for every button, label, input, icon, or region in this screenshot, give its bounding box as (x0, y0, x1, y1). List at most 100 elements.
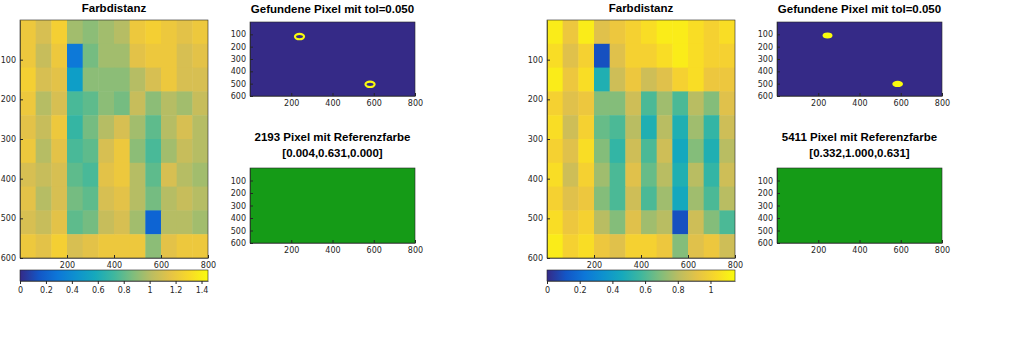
x-axis-line (778, 96, 943, 97)
heatmap-cell (594, 20, 610, 44)
x-axis-tick: 800 (935, 93, 950, 108)
heatmap-cell (594, 68, 610, 92)
y-axis-tick-label: 300 (1, 135, 16, 144)
y-axis-tick-label: 400 (231, 67, 246, 76)
heatmap-cell (161, 115, 177, 139)
heatmap-cell (83, 187, 99, 211)
heatmap-cell (177, 234, 193, 258)
heatmap-cell (145, 44, 161, 68)
heatmap-cell (130, 115, 146, 139)
y-axis: 100200300400500600 (528, 21, 550, 264)
colorbar-axis-tick-label: 0.2 (40, 286, 53, 295)
y-axis-tick: 300 (231, 55, 253, 64)
x-axis-tick-label: 400 (325, 246, 340, 255)
y-axis-tick-label: 300 (231, 55, 246, 64)
heatmap-cell (688, 44, 704, 68)
heatmap-cell (547, 44, 563, 68)
x-axis-tick-label: 800 (728, 261, 743, 270)
heatmap-cell (67, 163, 83, 187)
heatmap-cell (20, 210, 36, 234)
heatmap-cell (192, 139, 208, 163)
y-axis-tick-mark (20, 179, 23, 180)
y-axis-tick: 100 (758, 30, 780, 39)
heatmap-cell (641, 115, 657, 139)
heatmap-cell (67, 91, 83, 115)
heatmap-cell (130, 234, 146, 258)
colorbar-axis-tick-label: 0.6 (639, 286, 652, 295)
heatmap-cell (719, 187, 735, 211)
y-axis-tick-mark (20, 60, 23, 61)
x-axis-line (21, 258, 209, 259)
x-axis-tick: 200 (284, 240, 299, 255)
plot-area (547, 20, 735, 258)
colorbar-axis-line (21, 281, 209, 282)
y-axis-tick-label: 600 (528, 254, 543, 263)
colorbar-axis-tick: 0.4 (66, 281, 79, 295)
x-axis-tick-mark (333, 93, 334, 96)
heatmap-cell (547, 68, 563, 92)
x-axis-tick-label: 800 (935, 246, 950, 255)
heatmap-cell (83, 68, 99, 92)
heatmap-cell (51, 210, 67, 234)
y-axis-tick: 100 (528, 56, 550, 65)
heatmap-cell (719, 139, 735, 163)
colorbar-axis-tick-label: 0.8 (118, 286, 131, 295)
x-axis-tick-label: 800 (935, 99, 950, 108)
panel-title: Gefundene Pixel mit tol=0.050 (251, 3, 414, 15)
heatmap-cell (641, 91, 657, 115)
plot-area (250, 22, 415, 96)
y-axis-tick-label: 300 (231, 202, 246, 211)
colorbar-axis-tick-label: 0.4 (66, 286, 79, 295)
y-axis-tick-mark (777, 34, 780, 35)
y-axis-tick-mark (777, 47, 780, 48)
y-axis-tick-mark (547, 179, 550, 180)
heatmap-cell (547, 20, 563, 44)
heatmap-cell (657, 139, 673, 163)
y-axis-tick-mark (777, 96, 780, 97)
colorbar-axis-tick-label: 0.4 (607, 286, 620, 295)
y-axis-tick-label: 400 (758, 67, 773, 76)
heatmap-cell (625, 91, 641, 115)
heatmap-cell (610, 44, 626, 68)
x-axis-tick-label: 200 (284, 246, 299, 255)
heatmap-cell (83, 163, 99, 187)
y-axis-tick-mark (20, 218, 23, 219)
heatmap-cell (657, 115, 673, 139)
x-axis: 200400600800 (548, 255, 744, 270)
x-axis-tick: 200 (587, 255, 602, 270)
heatmap-cell (192, 115, 208, 139)
y-axis-tick-label: 400 (1, 175, 16, 184)
heatmap-cell (98, 91, 114, 115)
heatmap-cell (657, 187, 673, 211)
heatmap-cell (704, 44, 720, 68)
panel-title: Farbdistanz (609, 2, 674, 14)
heatmap-cell (67, 234, 83, 258)
heatmap-cell (578, 115, 594, 139)
x-axis-tick: 600 (367, 93, 382, 108)
x-axis-tick-mark (818, 240, 819, 243)
heatmap-cell (625, 139, 641, 163)
heatmap-cell (130, 139, 146, 163)
y-axis-tick-label: 200 (528, 95, 543, 104)
y-axis-tick: 500 (528, 214, 550, 223)
heatmap-cell (594, 210, 610, 234)
heatmap-cell (67, 68, 83, 92)
colorbar-axis-tick-mark (710, 281, 711, 284)
heatmap-cell (83, 44, 99, 68)
heatmap-cell (145, 187, 161, 211)
heatmap-cell (20, 187, 36, 211)
heatmap-cell (719, 234, 735, 258)
y-axis-tick: 100 (231, 30, 253, 39)
y-axis: 100200300400500600 (231, 23, 253, 102)
y-axis-tick-label: 500 (231, 80, 246, 89)
heatmap-cell (161, 44, 177, 68)
heatmap-cell (192, 68, 208, 92)
x-axis-tick-mark (291, 240, 292, 243)
y-axis-tick: 300 (231, 202, 253, 211)
heatmap-cell (625, 210, 641, 234)
heatmap-cell (594, 115, 610, 139)
colorbar-axis: 00.20.40.60.811.21.4 (18, 281, 209, 295)
x-axis-tick-mark (161, 255, 162, 258)
x-axis-tick-mark (860, 240, 861, 243)
colorbar-axis-tick-label: 0.8 (672, 286, 685, 295)
